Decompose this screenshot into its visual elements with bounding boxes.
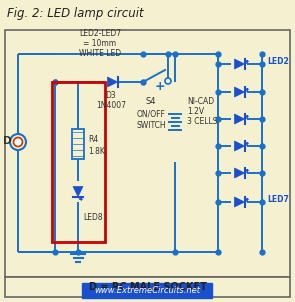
Polygon shape	[235, 114, 245, 124]
Polygon shape	[235, 59, 245, 69]
Text: 1N4007: 1N4007	[96, 101, 126, 110]
Text: www.ExtremeCircuits.net: www.ExtremeCircuits.net	[94, 286, 200, 295]
Circle shape	[165, 78, 171, 84]
Text: S4: S4	[146, 98, 156, 107]
Text: LED8: LED8	[83, 213, 103, 221]
Text: ON/OFF: ON/OFF	[137, 110, 165, 118]
Bar	[72, 129, 84, 159]
Text: 3 CELLS: 3 CELLS	[187, 117, 217, 127]
Text: D: D	[3, 136, 11, 146]
Polygon shape	[235, 197, 245, 207]
Polygon shape	[235, 168, 245, 178]
Polygon shape	[235, 87, 245, 97]
Polygon shape	[107, 77, 117, 87]
Bar	[5, 30, 290, 277]
Text: 1.2V: 1.2V	[187, 108, 204, 117]
Text: R4: R4	[88, 134, 98, 143]
Text: SWITCH: SWITCH	[136, 120, 166, 130]
Text: D = RC MALE SOCKET: D = RC MALE SOCKET	[89, 282, 207, 292]
Text: D3: D3	[106, 91, 116, 99]
Circle shape	[14, 137, 22, 146]
Text: = 10mm: = 10mm	[83, 40, 117, 49]
Polygon shape	[235, 141, 245, 151]
Text: +: +	[155, 81, 165, 94]
Text: LED2: LED2	[267, 57, 289, 66]
Polygon shape	[73, 187, 83, 197]
Text: LED2-LED7: LED2-LED7	[79, 30, 121, 38]
Text: WHITE LED: WHITE LED	[79, 49, 121, 57]
Bar	[52, 82, 105, 242]
Bar	[5, 277, 290, 297]
Text: NI-CAD: NI-CAD	[187, 98, 214, 107]
Bar	[82, 283, 212, 298]
Text: LED7: LED7	[267, 195, 289, 204]
Circle shape	[10, 134, 26, 150]
Text: Fig. 2: LED lamp circuit: Fig. 2: LED lamp circuit	[7, 7, 144, 20]
Text: 1.8K: 1.8K	[88, 146, 105, 156]
